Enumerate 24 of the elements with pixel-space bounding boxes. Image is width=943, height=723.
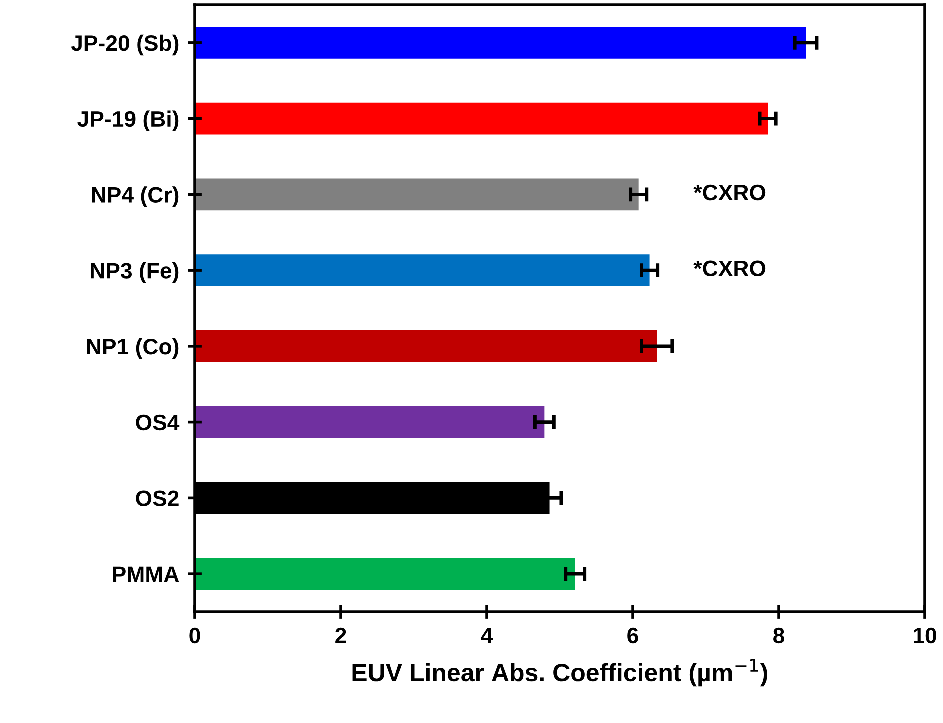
bar (195, 102, 768, 135)
x-tick-label: 0 (190, 628, 200, 644)
y-tick-label: NP3 (Fe) (91, 262, 179, 284)
y-tick-label: NP1 (Co) (87, 338, 179, 360)
y-tick-label: NP4 (Cr) (92, 186, 179, 208)
bar (195, 558, 576, 590)
bar (195, 27, 806, 59)
bar (195, 178, 639, 211)
bar (195, 406, 545, 438)
x-tick-label: 8 (774, 628, 784, 644)
x-axis-title: EUV Linear Abs. Coefficient (µm$^{−1}$) (352, 659, 768, 687)
annotation: *CXRO (694, 260, 766, 277)
y-tick-label: PMMA (113, 566, 180, 582)
y-tick-label: OS2 (136, 490, 179, 506)
bar (195, 254, 650, 286)
annotation: *CXRO (694, 184, 766, 201)
x-tick-label: 2 (336, 628, 346, 644)
bar (195, 330, 658, 362)
x-tick-label: 6 (628, 628, 638, 644)
y-tick-label: JP-19 (Bi) (78, 110, 179, 132)
x-tick-label: 4 (481, 628, 494, 644)
y-tick-label: JP-20 (Sb) (71, 34, 179, 56)
y-tick-label: OS4 (136, 414, 180, 431)
x-tick-label: 10 (914, 628, 936, 644)
